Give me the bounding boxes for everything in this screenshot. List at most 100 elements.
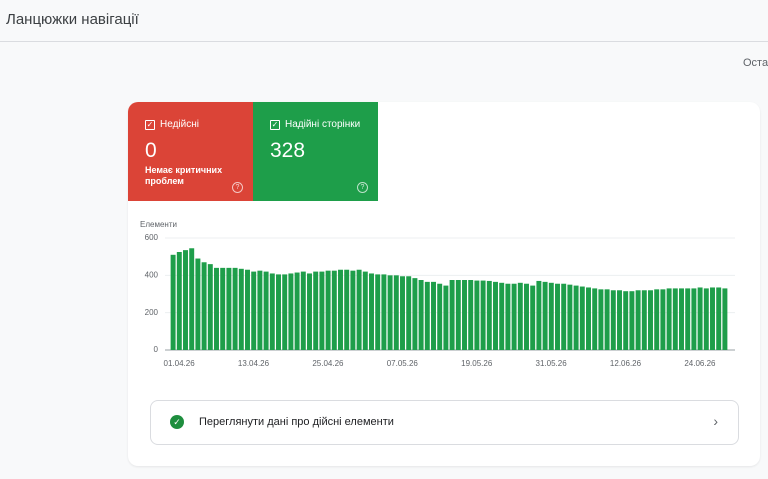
x-tick-label: 13.04.26	[238, 359, 270, 368]
tile-valid[interactable]: ✓ Надійні сторінки 328 ?	[253, 102, 378, 201]
bar	[542, 281, 548, 350]
bar	[697, 287, 703, 350]
bar	[660, 289, 666, 350]
bar	[604, 289, 610, 350]
tile-label-text: Недійсні	[160, 119, 199, 130]
check-icon: ✓	[170, 415, 184, 429]
bar	[381, 274, 387, 350]
bar	[635, 290, 641, 350]
bar	[307, 273, 312, 350]
bar	[263, 271, 269, 350]
bar	[300, 271, 306, 350]
bar	[288, 273, 294, 350]
x-tick-label: 07.05.26	[387, 359, 419, 368]
last-updated: Остан	[743, 57, 768, 69]
bar	[505, 283, 511, 350]
bar	[672, 288, 678, 350]
bar	[548, 282, 554, 350]
bar	[654, 289, 660, 350]
tile-label-text: Надійні сторінки	[285, 119, 361, 130]
bar	[338, 269, 343, 350]
bar	[424, 281, 430, 350]
y-tick-label: 600	[145, 233, 159, 242]
view-valid-button[interactable]: ✓ Переглянути дані про дійсні елементи ›	[150, 400, 739, 445]
bar	[716, 287, 722, 350]
bar	[573, 285, 579, 350]
bar	[592, 288, 598, 350]
bar	[629, 291, 635, 350]
bar	[666, 288, 672, 350]
bar	[245, 269, 250, 350]
y-axis-label: Елементи	[140, 220, 177, 229]
bar	[555, 283, 560, 350]
bar	[691, 288, 697, 350]
bar	[431, 281, 436, 350]
bar	[183, 250, 188, 350]
bar	[313, 271, 319, 350]
bar	[400, 276, 405, 350]
bar	[462, 280, 467, 350]
bar	[722, 288, 728, 350]
bar	[238, 268, 244, 350]
x-tick-label: 12.06.26	[610, 359, 642, 368]
bar	[517, 282, 523, 350]
bar	[623, 291, 629, 350]
bar	[437, 283, 443, 350]
bar	[536, 280, 542, 350]
bar	[530, 285, 536, 350]
bar	[610, 290, 616, 350]
bar	[362, 271, 368, 350]
bar	[480, 280, 486, 350]
bar	[282, 274, 288, 350]
bar	[369, 273, 374, 350]
bar	[641, 290, 647, 350]
bar	[393, 275, 399, 350]
bar	[710, 287, 715, 350]
bar	[468, 280, 474, 350]
bar	[331, 270, 337, 350]
tile-label: ✓ Надійні сторінки	[270, 119, 361, 130]
x-tick-label: 01.04.26	[164, 359, 196, 368]
bar	[703, 288, 709, 350]
x-tick-label: 19.05.26	[461, 359, 493, 368]
bar	[176, 252, 182, 350]
bar	[201, 262, 207, 350]
tile-value: 328	[270, 139, 306, 162]
bar	[579, 286, 585, 350]
help-icon[interactable]: ?	[357, 182, 368, 193]
tile-value: 0	[145, 139, 157, 162]
bar	[387, 275, 393, 350]
x-tick-label: 31.05.26	[536, 359, 568, 368]
bar	[344, 269, 350, 350]
bar	[325, 270, 331, 350]
y-tick-label: 200	[145, 308, 159, 317]
bar	[685, 288, 691, 350]
bar	[418, 280, 424, 350]
bar	[220, 267, 226, 350]
bar	[449, 280, 455, 350]
y-tick-label: 0	[154, 345, 159, 354]
bar	[474, 280, 480, 350]
bar	[499, 282, 505, 350]
tile-invalid[interactable]: ✓ Недійсні 0 Немає критичних проблем ?	[128, 102, 253, 201]
bar	[524, 283, 529, 350]
bar	[486, 280, 492, 350]
bar	[455, 280, 461, 350]
help-icon[interactable]: ?	[232, 182, 243, 193]
bar	[375, 274, 381, 350]
bar	[269, 273, 275, 350]
bar	[567, 284, 573, 350]
bar	[232, 267, 238, 350]
bar	[319, 271, 325, 350]
bar	[170, 254, 176, 350]
bar	[598, 289, 604, 350]
bar	[356, 269, 362, 350]
tile-label: ✓ Недійсні	[145, 119, 199, 130]
bar	[493, 281, 498, 350]
bar	[617, 290, 622, 350]
bar	[214, 267, 219, 350]
separator	[0, 41, 768, 42]
bar	[561, 283, 567, 350]
bar	[207, 264, 213, 350]
